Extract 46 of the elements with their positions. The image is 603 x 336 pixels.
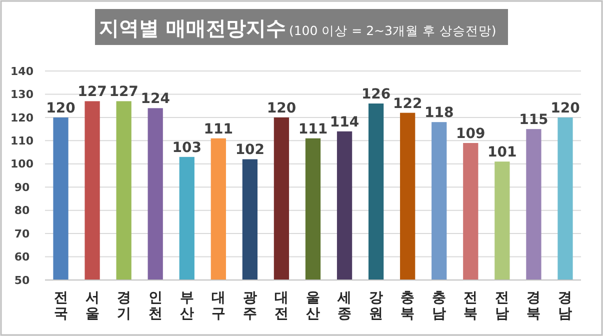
- y-tick-label: 90: [14, 180, 30, 194]
- data-label: 118: [424, 105, 454, 122]
- y-tick-label: 60: [14, 250, 30, 264]
- chart-title: 지역별 매매전망지수: [99, 16, 286, 40]
- data-label: 111: [204, 121, 234, 138]
- x-tick-label: 울산: [306, 290, 320, 322]
- data-label: 103: [172, 140, 202, 156]
- x-tick-label: 대구: [211, 290, 226, 322]
- x-tick-label: 부산: [180, 290, 194, 322]
- x-tick-label: 강원: [369, 290, 384, 322]
- data-label: 102: [235, 142, 265, 158]
- data-label: 124: [140, 91, 170, 108]
- y-tick-label: 130: [10, 88, 34, 102]
- x-tick-label: 경기: [116, 290, 131, 322]
- x-tick-label: 경남: [558, 290, 572, 322]
- x-tick-label: 대전: [274, 290, 288, 322]
- data-label: 101: [488, 144, 517, 161]
- data-label: 120: [46, 100, 76, 116]
- y-tick-label: 100: [10, 158, 34, 171]
- data-label: 126: [361, 86, 391, 103]
- x-tick-label: 충북: [400, 290, 415, 322]
- x-tick-label: 경북: [526, 290, 541, 322]
- data-label: 115: [519, 112, 548, 128]
- x-tick-label: 인천: [148, 290, 162, 322]
- y-tick-label: 80: [14, 204, 30, 218]
- x-tick-label: 세종: [336, 290, 352, 322]
- data-label: 120: [550, 100, 580, 116]
- data-label: 127: [109, 84, 138, 100]
- data-label: 127: [78, 84, 107, 100]
- x-tick-label: 전북: [464, 290, 478, 322]
- chart-subtitle: (100 이상 = 2~3개월 후 상승전망): [288, 23, 496, 38]
- y-tick-label: 70: [14, 227, 30, 240]
- x-tick-label: 서울: [85, 290, 100, 322]
- data-label: 109: [456, 126, 486, 142]
- y-tick-label: 50: [14, 274, 30, 287]
- data-label: 122: [392, 96, 422, 112]
- x-tick-label: 충남: [432, 290, 446, 322]
- data-label: 120: [266, 100, 296, 116]
- y-tick-label: 110: [10, 134, 34, 148]
- x-tick-label: 광주: [242, 290, 257, 322]
- y-tick-label: 140: [10, 64, 34, 78]
- y-tick-label: 120: [10, 111, 34, 124]
- data-label: 114: [330, 114, 360, 130]
- x-tick-label: 전국: [54, 290, 68, 322]
- data-label: 111: [298, 121, 328, 138]
- x-tick-label: 전남: [495, 290, 510, 322]
